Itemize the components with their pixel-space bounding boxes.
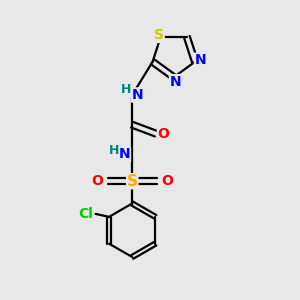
Text: N: N	[194, 53, 206, 67]
Text: H: H	[120, 83, 131, 96]
Text: N: N	[169, 75, 181, 88]
Text: S: S	[127, 174, 138, 189]
Text: Cl: Cl	[78, 207, 93, 221]
Text: O: O	[161, 174, 173, 188]
Text: O: O	[91, 174, 103, 188]
Text: S: S	[154, 28, 164, 42]
Text: N: N	[119, 148, 130, 161]
Text: H: H	[109, 144, 119, 158]
Text: N: N	[132, 88, 143, 102]
Text: O: O	[158, 127, 169, 141]
